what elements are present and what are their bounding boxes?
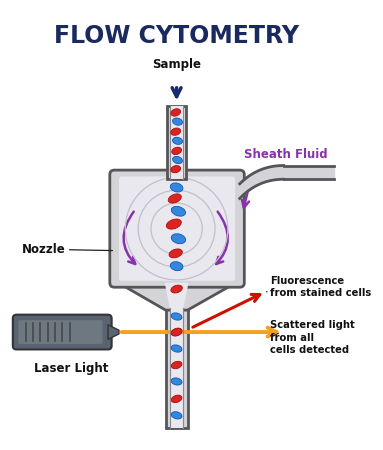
Ellipse shape — [171, 128, 181, 135]
Ellipse shape — [173, 118, 182, 125]
Ellipse shape — [171, 328, 182, 336]
Ellipse shape — [173, 157, 182, 164]
Text: Nozzle: Nozzle — [22, 243, 66, 256]
Text: Scattered light
from all
cells detected: Scattered light from all cells detected — [270, 320, 355, 355]
Polygon shape — [165, 283, 188, 310]
Ellipse shape — [171, 166, 181, 173]
FancyBboxPatch shape — [13, 315, 111, 350]
Bar — [170, 106, 183, 179]
Text: Sheath Fluid: Sheath Fluid — [244, 148, 327, 161]
Ellipse shape — [171, 395, 182, 403]
Ellipse shape — [171, 412, 182, 419]
Ellipse shape — [171, 109, 180, 116]
FancyBboxPatch shape — [110, 170, 244, 287]
Ellipse shape — [172, 147, 182, 154]
Bar — [167, 106, 186, 179]
Polygon shape — [118, 283, 236, 310]
Bar — [165, 308, 188, 428]
FancyBboxPatch shape — [18, 320, 103, 344]
FancyBboxPatch shape — [119, 176, 235, 281]
Bar — [170, 308, 183, 428]
Text: Sample: Sample — [152, 58, 201, 71]
Ellipse shape — [170, 262, 183, 271]
Ellipse shape — [171, 378, 182, 385]
Ellipse shape — [168, 194, 181, 203]
Ellipse shape — [171, 328, 182, 336]
Ellipse shape — [171, 285, 182, 293]
Text: Fluorescence
from stained cells: Fluorescence from stained cells — [270, 276, 371, 298]
Ellipse shape — [171, 345, 182, 352]
Ellipse shape — [173, 137, 182, 144]
Text: Laser Light: Laser Light — [34, 362, 108, 375]
Polygon shape — [240, 166, 284, 198]
Ellipse shape — [170, 183, 183, 192]
Ellipse shape — [166, 219, 181, 229]
Ellipse shape — [171, 361, 182, 369]
Ellipse shape — [171, 234, 186, 244]
Polygon shape — [108, 325, 119, 339]
Ellipse shape — [169, 249, 182, 258]
Ellipse shape — [171, 313, 182, 320]
Ellipse shape — [171, 207, 185, 216]
Text: FLOW CYTOMETRY: FLOW CYTOMETRY — [54, 23, 299, 48]
